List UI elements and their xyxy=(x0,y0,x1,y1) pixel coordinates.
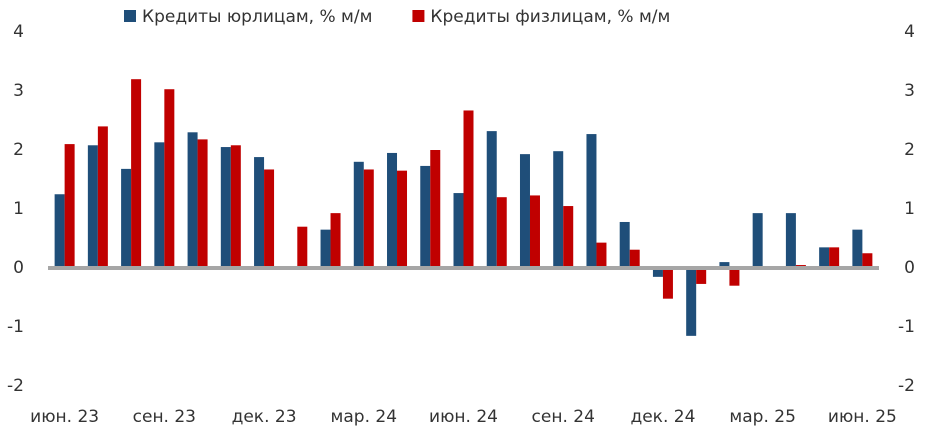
bar xyxy=(97,126,108,269)
legend-label: Кредиты юрлицам, % м/м xyxy=(142,7,372,27)
bar xyxy=(330,213,341,268)
y2-tick-label: 3 xyxy=(904,81,915,101)
bar xyxy=(686,268,697,336)
y-tick-label: 1 xyxy=(13,199,24,219)
bar xyxy=(230,145,241,268)
x-tick-label: июн. 24 xyxy=(429,407,498,427)
bar xyxy=(563,206,574,268)
bar xyxy=(154,142,165,268)
y-tick-label: 3 xyxy=(13,81,24,101)
bar xyxy=(496,197,507,268)
y2-tick-label: 1 xyxy=(904,199,915,219)
y2-tick-label: -2 xyxy=(898,376,915,396)
bar xyxy=(187,132,198,268)
bar xyxy=(519,154,530,268)
bar xyxy=(852,229,863,268)
y-tick-label: 2 xyxy=(13,140,24,160)
bar xyxy=(619,221,630,268)
bar xyxy=(752,213,763,268)
bar xyxy=(696,268,707,284)
bar xyxy=(420,165,431,268)
x-tick-label: мар. 24 xyxy=(331,407,397,427)
y2-tick-label: -1 xyxy=(898,317,915,337)
legend-swatch xyxy=(124,10,136,22)
bar xyxy=(353,161,364,268)
bar xyxy=(586,134,597,268)
bar xyxy=(819,247,830,268)
bar xyxy=(430,150,441,268)
bar xyxy=(220,147,231,268)
y2-tick-label: 2 xyxy=(904,140,915,160)
bar xyxy=(320,229,331,268)
y2-tick-label: 0 xyxy=(904,258,915,278)
x-tick-label: июн. 23 xyxy=(30,407,99,427)
bar xyxy=(785,213,796,268)
bar xyxy=(652,268,663,277)
bar xyxy=(729,268,740,286)
bar xyxy=(87,145,98,268)
bar xyxy=(719,262,730,268)
y2-tick-label: 4 xyxy=(904,22,915,42)
bar xyxy=(397,170,408,268)
bar xyxy=(829,247,840,268)
y-tick-label: 4 xyxy=(13,22,24,42)
x-tick-label: мар. 25 xyxy=(729,407,795,427)
bar xyxy=(553,151,564,268)
bar xyxy=(164,89,175,268)
x-tick-label: дек. 23 xyxy=(232,407,297,427)
bar xyxy=(197,139,208,268)
bar xyxy=(121,168,132,268)
bar xyxy=(662,268,673,299)
x-tick-label: сен. 24 xyxy=(532,407,595,427)
y-tick-label: -1 xyxy=(7,317,24,337)
legend-label: Кредиты физлицам, % м/м xyxy=(430,7,670,27)
bar xyxy=(453,193,464,268)
bar xyxy=(529,195,540,268)
x-tick-label: сен. 23 xyxy=(133,407,196,427)
x-tick-label: июн. 25 xyxy=(828,407,897,427)
bar xyxy=(387,152,398,268)
legend-swatch xyxy=(412,10,425,22)
bar xyxy=(254,157,265,268)
y-tick-label: 0 xyxy=(13,258,24,278)
bar xyxy=(463,110,474,268)
bar xyxy=(64,144,75,268)
bar xyxy=(596,242,607,268)
bar xyxy=(862,253,873,268)
y-tick-label: -2 xyxy=(7,376,24,396)
bar xyxy=(54,194,65,268)
bar xyxy=(131,79,142,268)
bar xyxy=(363,169,374,268)
bar xyxy=(486,131,497,268)
bar xyxy=(264,169,275,268)
x-tick-label: дек. 24 xyxy=(630,407,695,427)
bar xyxy=(297,226,308,268)
bar xyxy=(629,249,640,268)
